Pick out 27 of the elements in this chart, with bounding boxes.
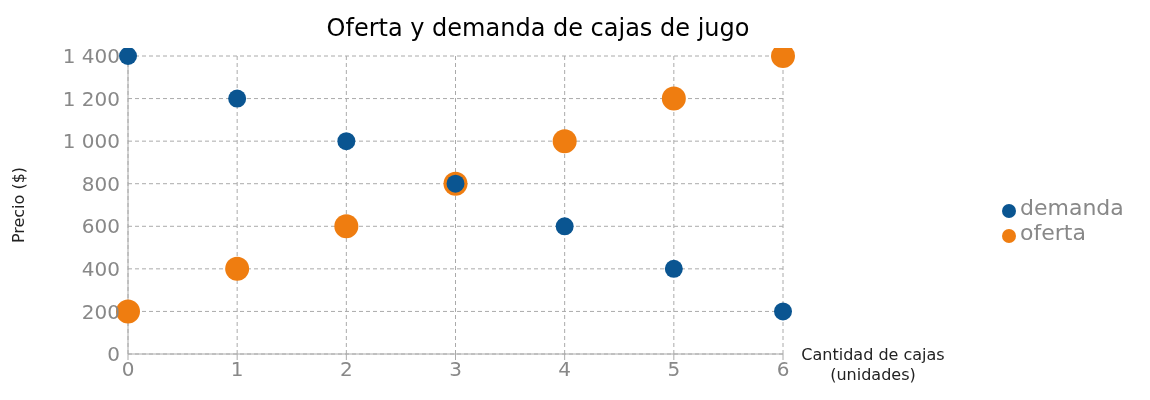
point bbox=[337, 132, 356, 151]
point bbox=[225, 256, 250, 281]
x-tick-label: 2 bbox=[339, 357, 353, 382]
x-tick-label: 5 bbox=[667, 357, 681, 382]
y-axis-title: Precio ($) bbox=[8, 166, 28, 244]
point bbox=[774, 302, 792, 321]
chart-title: Oferta y demanda de cajas de jugo bbox=[326, 14, 750, 42]
x-tick-label: 6 bbox=[776, 357, 790, 382]
y-tick-label: 400 bbox=[81, 256, 120, 281]
y-tick-label: 1 000 bbox=[62, 129, 120, 154]
legend-label: demanda bbox=[1020, 195, 1124, 220]
point bbox=[228, 89, 247, 108]
point bbox=[334, 214, 359, 239]
x-tick-label: 1 bbox=[230, 357, 244, 382]
y-tick-label: 1 400 bbox=[62, 44, 120, 69]
point bbox=[661, 86, 686, 111]
y-tick-label: 1 200 bbox=[62, 86, 120, 111]
x-axis-title: Cantidad de cajas (unidades) bbox=[801, 345, 945, 384]
point bbox=[664, 259, 683, 278]
point bbox=[119, 48, 137, 65]
point bbox=[552, 129, 577, 154]
point bbox=[555, 217, 574, 236]
y-tick-label: 800 bbox=[81, 171, 120, 196]
y-tick-label: 600 bbox=[81, 214, 120, 239]
x-tick-label: 3 bbox=[449, 357, 462, 382]
x-tick-label: 4 bbox=[558, 357, 572, 382]
legend-label: oferta bbox=[1020, 220, 1086, 245]
